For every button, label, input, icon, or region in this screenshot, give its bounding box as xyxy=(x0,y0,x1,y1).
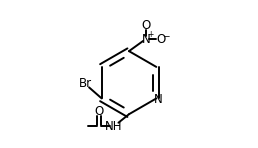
Text: −: − xyxy=(162,31,169,40)
Text: O: O xyxy=(156,33,165,46)
Text: +: + xyxy=(147,30,154,39)
Text: O: O xyxy=(141,19,151,32)
Text: O: O xyxy=(94,105,104,118)
Text: N: N xyxy=(154,93,163,106)
Text: Br: Br xyxy=(79,77,92,90)
Text: NH: NH xyxy=(105,120,123,133)
Text: N: N xyxy=(142,33,150,46)
